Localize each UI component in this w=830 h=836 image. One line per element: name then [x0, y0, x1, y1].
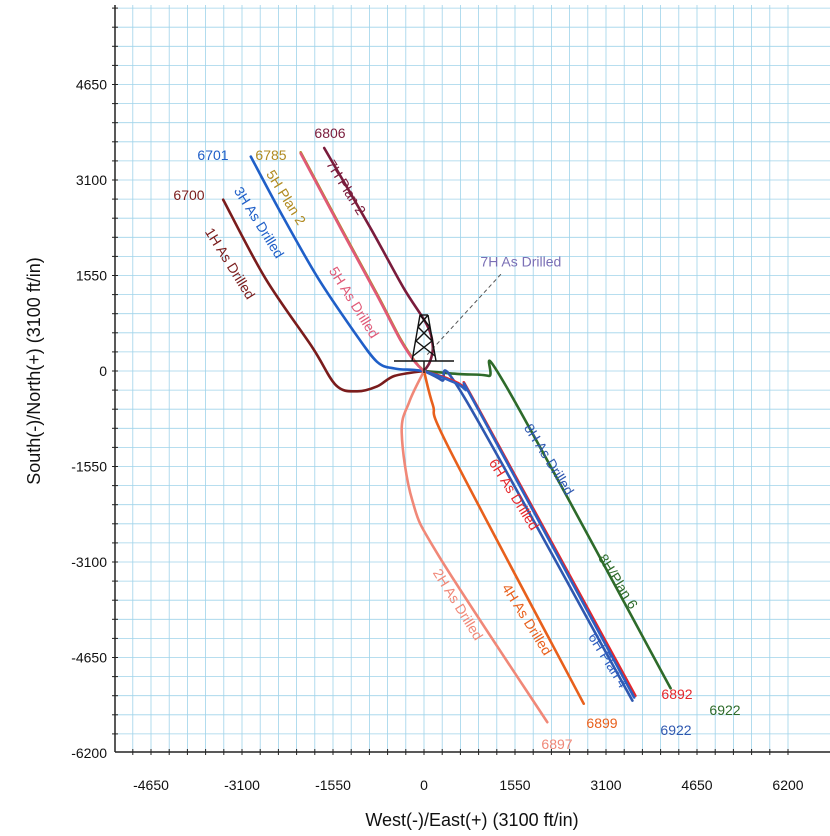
rig-strut	[415, 326, 431, 342]
series-line-0	[221, 198, 426, 393]
y-tick-label: 4650	[76, 77, 107, 93]
x-tick-label: -4650	[133, 777, 169, 793]
y-tick-label: -6200	[71, 745, 107, 761]
axes	[112, 5, 830, 755]
rig-strut	[419, 314, 431, 328]
y-tick-label: -3100	[71, 554, 107, 570]
x-tick-label: 6200	[772, 777, 803, 793]
x-tick-label: 0	[420, 777, 428, 793]
x-tick-label: 1550	[499, 777, 530, 793]
y-tick-label: -1550	[71, 459, 107, 475]
series-line-5	[422, 359, 672, 690]
series-line-6	[422, 369, 634, 702]
rig-strut	[411, 314, 421, 362]
series-end-label: 6892	[661, 686, 692, 702]
x-tick-label: 3100	[590, 777, 621, 793]
series-line-10	[400, 369, 549, 724]
series-line-3	[299, 152, 426, 373]
series-end-label: 6701	[197, 147, 228, 163]
y-tick-labels: 4650 3100 1550 0 -1550 -3100 -4650 -6200	[71, 77, 107, 762]
rig-strut	[415, 340, 436, 357]
x-axis-title: West(-)/East(+) (3100 ft/in)	[365, 810, 578, 830]
series-end-label: 6897	[541, 736, 572, 752]
rig-strut	[412, 340, 433, 357]
x-tick-label: 4650	[681, 777, 712, 793]
grid	[115, 5, 830, 752]
series-end-label: 6899	[586, 715, 617, 731]
y-axis-title: South(-)/North(+) (3100 ft/in)	[24, 257, 44, 485]
series-end-label: 6922	[709, 702, 740, 718]
x-tick-label: -1550	[315, 777, 351, 793]
rig-strut	[417, 314, 429, 328]
x-tick-labels: -4650 -3100 -1550 0 1550 3100 4650 6200	[133, 777, 804, 793]
rig-strut	[427, 314, 437, 362]
drilling-rig-icon	[394, 314, 454, 373]
series-line-1	[249, 155, 426, 373]
y-tick-label: 0	[99, 363, 107, 379]
rig-strut	[417, 326, 433, 342]
y-tick-label: 3100	[76, 172, 107, 188]
series-end-label: 6922	[660, 722, 691, 738]
annotation-leader	[425, 273, 502, 356]
y-tick-label: -4650	[71, 650, 107, 666]
x-tick-label: -3100	[224, 777, 260, 793]
series-line-9	[422, 369, 585, 705]
series-end-label: 6806	[314, 125, 345, 141]
series-end-label: 6700	[173, 187, 204, 203]
annotation-label: 7H As Drilled	[480, 253, 561, 269]
series-end-label: 6785	[255, 147, 286, 163]
y-tick-label: 1550	[76, 268, 107, 284]
series-line-8	[422, 369, 636, 699]
plot-area	[115, 5, 830, 752]
